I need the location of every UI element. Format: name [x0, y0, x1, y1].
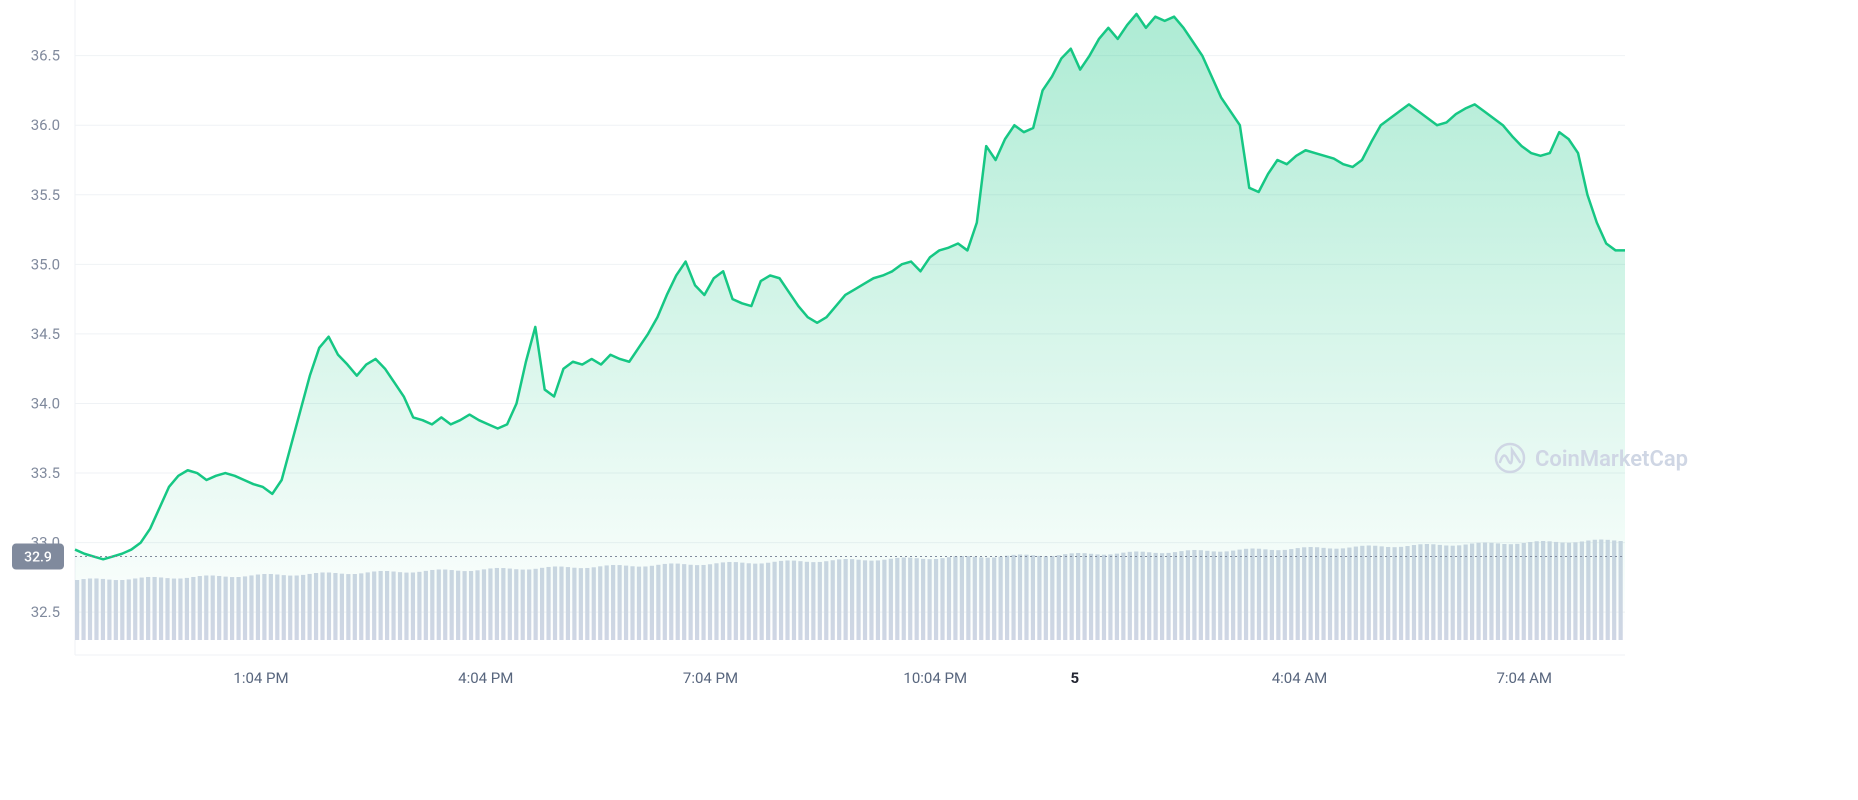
x-axis: 1:04 PM 4:04 PM 7:04 PM 10:04 PM 5 4:04 AM 7:0… — [75, 655, 1625, 687]
x-tick-label: 4:04 PM — [458, 669, 513, 687]
chart-svg: 32.533.033.534.034.535.035.536.036.5 32.… — [0, 0, 1858, 800]
x-tick-label: 10:04 PM — [903, 669, 967, 687]
x-tick-label: 4:04 AM — [1272, 669, 1328, 687]
x-tick-label: 7:04 AM — [1496, 669, 1552, 687]
baseline-label: 32.9 — [24, 550, 52, 566]
price-area — [75, 14, 1625, 640]
y-tick-label: 34.0 — [31, 394, 60, 412]
y-tick-label: 32.5 — [31, 603, 60, 621]
y-tick-label: 36.0 — [31, 116, 60, 134]
watermark-text: CoinMarketCap — [1535, 447, 1688, 472]
y-tick-label: 36.5 — [31, 47, 60, 65]
x-tick-label: 1:04 PM — [233, 669, 288, 687]
y-tick-label: 35.5 — [31, 186, 60, 204]
y-tick-label: 34.5 — [31, 325, 60, 343]
y-axis: 32.533.033.534.034.535.035.536.036.5 — [31, 47, 60, 622]
y-tick-label: 33.5 — [31, 464, 60, 482]
price-chart[interactable]: 32.533.033.534.034.535.035.536.036.5 32.… — [0, 0, 1858, 800]
y-tick-label: 35.0 — [31, 255, 60, 273]
x-tick-label: 7:04 PM — [683, 669, 738, 687]
x-tick-label: 5 — [1070, 669, 1079, 687]
